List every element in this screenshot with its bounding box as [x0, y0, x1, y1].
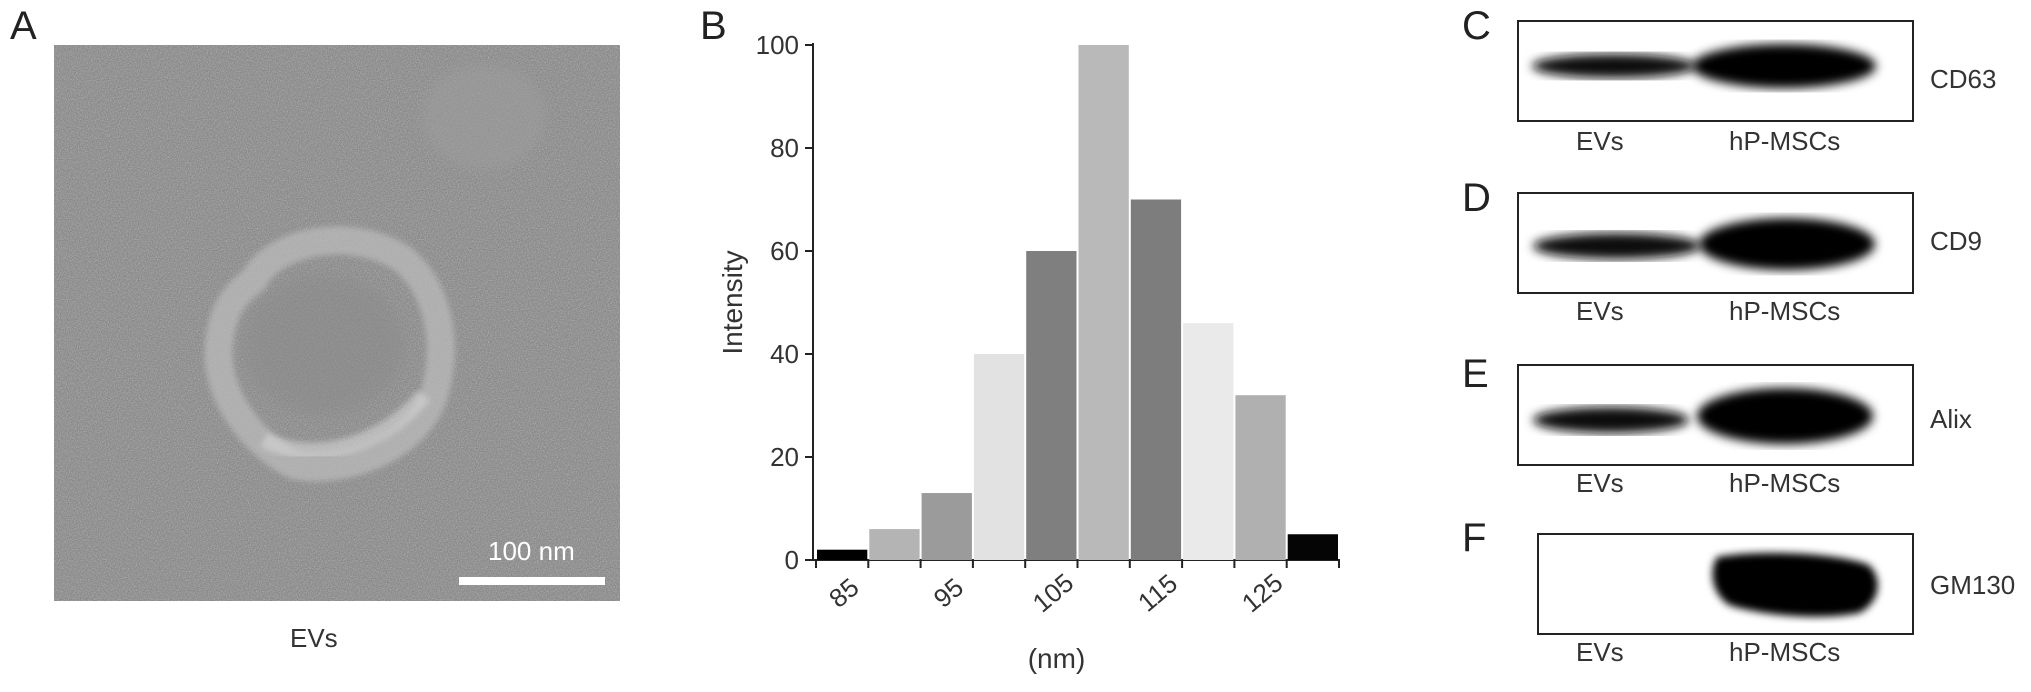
- bar-2: [921, 493, 972, 560]
- panel-a-letter: A: [10, 4, 37, 48]
- tem-micrograph: [54, 45, 620, 601]
- blot-d-lane-hpmscs: hP-MSCs: [1729, 296, 1841, 326]
- blot-e-frame: [1517, 364, 1914, 466]
- blot-d-frame: [1517, 192, 1914, 294]
- scale-bar-label: 100 nm: [488, 536, 575, 566]
- bar-0: [817, 549, 868, 560]
- y-tick-label-100: 100: [756, 30, 799, 60]
- bar-8: [1235, 395, 1286, 560]
- blot-e-lane-hpmscs: hP-MSCs: [1729, 468, 1841, 498]
- small-vesicle: [422, 65, 546, 169]
- blot-c-lane-evs: EVs: [1576, 126, 1624, 156]
- bar-9: [1287, 534, 1338, 560]
- blot-e-band-hpmscs: [1697, 388, 1873, 444]
- blot-e-lane-evs: EVs: [1576, 468, 1624, 498]
- blot-d-protein-label: CD9: [1930, 226, 1983, 256]
- bar-5: [1078, 45, 1129, 560]
- blot-d-bands: [1533, 218, 1875, 270]
- blot-d-lane-evs: EVs: [1576, 296, 1624, 326]
- blot-f-frame: [1537, 533, 1914, 635]
- blot-f-lane-hpmscs: hP-MSCs: [1729, 637, 1841, 667]
- panel-e-letter: E: [1462, 352, 1489, 396]
- blot-c-frame: [1517, 20, 1914, 122]
- scale-bar: [459, 577, 605, 585]
- blot-d-band-hpmscs: [1699, 218, 1875, 270]
- blot-c-protein-label: CD63: [1930, 64, 1997, 94]
- blot-f-lane-evs: EVs: [1576, 637, 1624, 667]
- blot-c-band-hpmscs: [1692, 44, 1876, 88]
- blot-f-band-hpmscs: [1712, 552, 1878, 617]
- x-tick-label-95: 95: [928, 572, 969, 614]
- blot-f-protein-label: GM130: [1930, 570, 2016, 600]
- blot-c-band-evs: [1532, 54, 1696, 78]
- y-tick-label-40: 40: [770, 339, 799, 369]
- y-tick-label-60: 60: [770, 236, 799, 266]
- blot-d-band-evs: [1533, 233, 1701, 259]
- panel-f-letter: F: [1462, 516, 1487, 560]
- x-tick-label-105: 105: [1027, 567, 1080, 618]
- blot-f-bands: [1712, 552, 1878, 617]
- y-tick-label-0: 0: [785, 545, 799, 575]
- bar-3: [973, 354, 1025, 560]
- blot-c-bands: [1532, 44, 1876, 88]
- x-tick-label-85: 85: [823, 572, 864, 614]
- blot-e-bands: [1533, 388, 1873, 444]
- panel-d-letter: D: [1462, 176, 1491, 220]
- bar-4: [1026, 251, 1077, 560]
- blot-c-lane-hpmscs: hP-MSCs: [1729, 126, 1841, 156]
- y-axis-title: Intensity: [717, 250, 748, 354]
- y-tick-label-80: 80: [770, 133, 799, 163]
- panel-a-caption: EVs: [290, 623, 338, 653]
- x-tick-label-115: 115: [1132, 568, 1183, 618]
- blot-e-protein-label: Alix: [1930, 404, 1972, 434]
- panel-c-letter: C: [1462, 4, 1491, 48]
- size-distribution-chart: 0 20 40 60 80 100 85 95 105 115 125 Intensity (nm): [717, 30, 1340, 674]
- x-tick-label-125: 125: [1236, 567, 1289, 618]
- blot-e-band-evs: [1533, 407, 1689, 433]
- bar-1: [869, 529, 920, 560]
- bar-7: [1183, 323, 1234, 560]
- main-vesicle: [204, 226, 455, 482]
- panel-b-letter: B: [700, 4, 727, 48]
- bar-6: [1130, 199, 1182, 560]
- x-axis-title: (nm): [1028, 643, 1086, 674]
- y-tick-label-20: 20: [770, 442, 799, 472]
